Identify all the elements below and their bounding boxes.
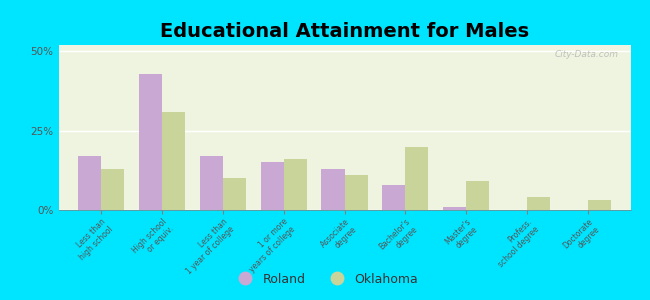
Bar (200, 156, 223, 210)
Text: City-Data.com: City-Data.com (555, 50, 619, 59)
Title: Educational Attainment for Males: Educational Attainment for Males (160, 22, 529, 41)
Bar (139, 74, 162, 210)
Bar (321, 169, 345, 210)
Bar (223, 178, 246, 210)
Bar (261, 162, 283, 210)
Bar (162, 112, 185, 210)
Bar (588, 200, 611, 210)
Bar (527, 197, 550, 210)
Bar (406, 146, 428, 210)
Legend: Roland, Oklahoma: Roland, Oklahoma (227, 268, 422, 291)
Bar (101, 169, 124, 210)
Bar (283, 159, 307, 210)
Bar (78, 156, 101, 210)
Bar (344, 175, 368, 210)
Bar (443, 207, 466, 210)
Bar (382, 184, 406, 210)
Bar (466, 182, 489, 210)
